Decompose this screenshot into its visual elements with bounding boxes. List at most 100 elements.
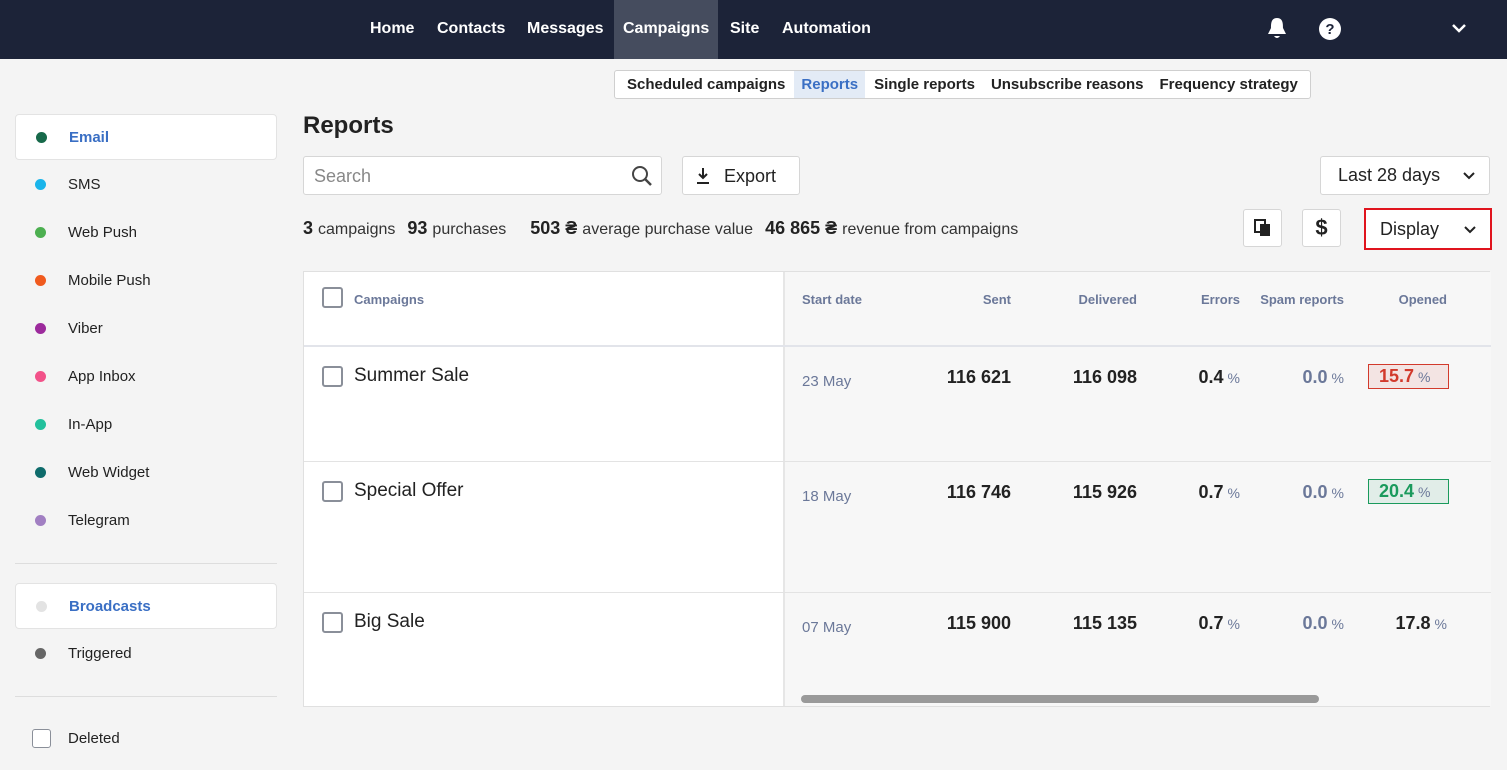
summary-label: campaigns [318, 221, 396, 238]
percent-unit: % [1227, 370, 1240, 386]
sidebar-item[interactable]: App Inbox [15, 354, 277, 400]
cell-sent: 116 746 [947, 482, 1011, 503]
column-header[interactable]: Campaigns [354, 292, 425, 307]
column-header[interactable]: Opened [1398, 292, 1447, 307]
export-label: Export [724, 166, 777, 186]
row-checkbox[interactable] [322, 612, 343, 633]
cell-value: 0.4 [1198, 367, 1224, 387]
header-divider [304, 345, 1491, 347]
cell-errors: 0.7% [1199, 613, 1240, 634]
sidebar-label: Web Widget [68, 464, 150, 481]
nav-item[interactable]: Home [370, 20, 415, 37]
header-checkbox[interactable] [322, 287, 343, 308]
display-label: Display [1380, 219, 1440, 239]
notifications-icon[interactable] [1266, 16, 1288, 40]
account-chevron[interactable] [1451, 22, 1467, 34]
column-header[interactable]: Start date [802, 292, 862, 307]
frozen-divider [783, 272, 785, 706]
sidebar-item[interactable]: Email [15, 114, 277, 160]
sidebar-item[interactable]: Triggered [15, 631, 277, 677]
cell-delivered: 116 098 [1073, 367, 1137, 388]
export-button[interactable]: Export [682, 156, 800, 195]
deleted-checkbox[interactable] [32, 729, 51, 748]
sidebar-item[interactable]: Telegram [15, 498, 277, 544]
nav-item[interactable]: Contacts [437, 20, 506, 37]
column-header[interactable]: Spam reports [1260, 292, 1344, 307]
period-select[interactable]: Last 28 days [1320, 156, 1490, 195]
nav-item[interactable]: Automation [782, 20, 871, 37]
copy-icon [1254, 219, 1270, 236]
cell-value: 0.7 [1198, 613, 1224, 633]
display-button[interactable]: Display [1364, 208, 1492, 250]
cell-value: 115 135 [1072, 613, 1137, 633]
cell-delivered: 115 926 [1073, 482, 1137, 503]
campaign-name[interactable]: Summer Sale [354, 365, 470, 386]
sidebar-item[interactable]: Mobile Push [15, 258, 277, 304]
help-icon[interactable]: ? [1318, 17, 1342, 41]
sidebar-item[interactable]: SMS [15, 162, 277, 208]
cell-errors: 0.4% [1199, 367, 1240, 388]
top-bar: ? Home Contacts Messages Campaigns Site Autom… [0, 0, 1507, 59]
cell-value: 0.0 [1302, 482, 1328, 502]
nav-item[interactable]: Messages [527, 20, 604, 37]
subnav-item[interactable]: Unsubscribe reasons [990, 76, 1144, 93]
cell-sent: 115 900 [947, 613, 1011, 634]
start-date: 07 May [802, 619, 852, 636]
currency-button[interactable]: $ [1302, 209, 1341, 247]
deleted-label: Deleted [68, 730, 120, 747]
scrollbar[interactable] [801, 695, 1319, 703]
sidebar-item[interactable]: In-App [15, 402, 277, 448]
search-icon [632, 166, 652, 186]
sub-navigation: Scheduled campaigns Reports Single reports… [614, 70, 1311, 99]
cell-spam-reports: 0.0% [1303, 367, 1344, 388]
campaign-name[interactable]: Big Sale [354, 611, 425, 632]
percent-unit: % [1331, 370, 1344, 386]
sidebar-item[interactable]: Web Widget [15, 450, 277, 496]
cell-spam-reports: 0.0% [1303, 613, 1344, 634]
cell-delivered: 115 135 [1073, 613, 1137, 634]
channel-dot [35, 515, 46, 526]
subnav-item[interactable]: Reports [794, 71, 866, 98]
display-chevron [1464, 226, 1476, 234]
row-checkbox[interactable] [322, 366, 343, 387]
subnav-item[interactable]: Single reports [874, 76, 975, 93]
campaign-name[interactable]: Special Offer [354, 480, 464, 501]
cell-spam-reports: 0.0% [1303, 482, 1344, 503]
channel-dot [35, 179, 46, 190]
summary-label: revenue from campaigns [842, 221, 1019, 238]
row-checkbox[interactable] [322, 481, 343, 502]
column-header[interactable]: Errors [1200, 292, 1240, 307]
channel-dot [35, 275, 46, 286]
percent-unit: % [1331, 616, 1344, 632]
percent-unit: % [1418, 484, 1431, 500]
channel-dot [35, 371, 46, 382]
reports-table: Campaigns Start date Sent Delivered Errors Sp… [303, 271, 1491, 707]
subnav-item[interactable]: Scheduled campaigns [627, 76, 786, 93]
cell-value: 115 900 [946, 613, 1011, 633]
sidebar-label: Telegram [68, 512, 130, 529]
cell-value: 116 746 [946, 482, 1011, 502]
sidebar-label: Mobile Push [68, 272, 151, 289]
page-title: Reports [303, 112, 394, 139]
cell-opened: 17.8% [1396, 613, 1448, 634]
sidebar-label: Web Push [68, 224, 137, 241]
nav-item[interactable]: Site [730, 20, 760, 37]
nav-item[interactable]: Campaigns [614, 0, 719, 59]
row-divider [304, 461, 1491, 462]
copy-button[interactable] [1243, 209, 1282, 247]
sidebar-item[interactable]: Broadcasts [15, 583, 277, 629]
column-header[interactable]: Delivered [1078, 292, 1137, 307]
subnav-item[interactable]: Frequency strategy [1159, 76, 1298, 93]
channel-dot [35, 467, 46, 478]
sidebar-label: App Inbox [68, 368, 136, 385]
period-chevron [1463, 172, 1475, 180]
cell-value: 15.7 [1379, 366, 1415, 386]
summary: 3 campaigns 93 purchases 503 ₴ average purcha… [303, 218, 1030, 239]
channel-dot [35, 419, 46, 430]
sidebar-item[interactable]: Viber [15, 306, 277, 352]
cell-opened: 15.7% [1368, 364, 1449, 389]
search-box[interactable]: Search [303, 156, 662, 195]
sidebar-item[interactable]: Web Push [15, 210, 277, 256]
column-header[interactable]: Sent [982, 292, 1011, 307]
